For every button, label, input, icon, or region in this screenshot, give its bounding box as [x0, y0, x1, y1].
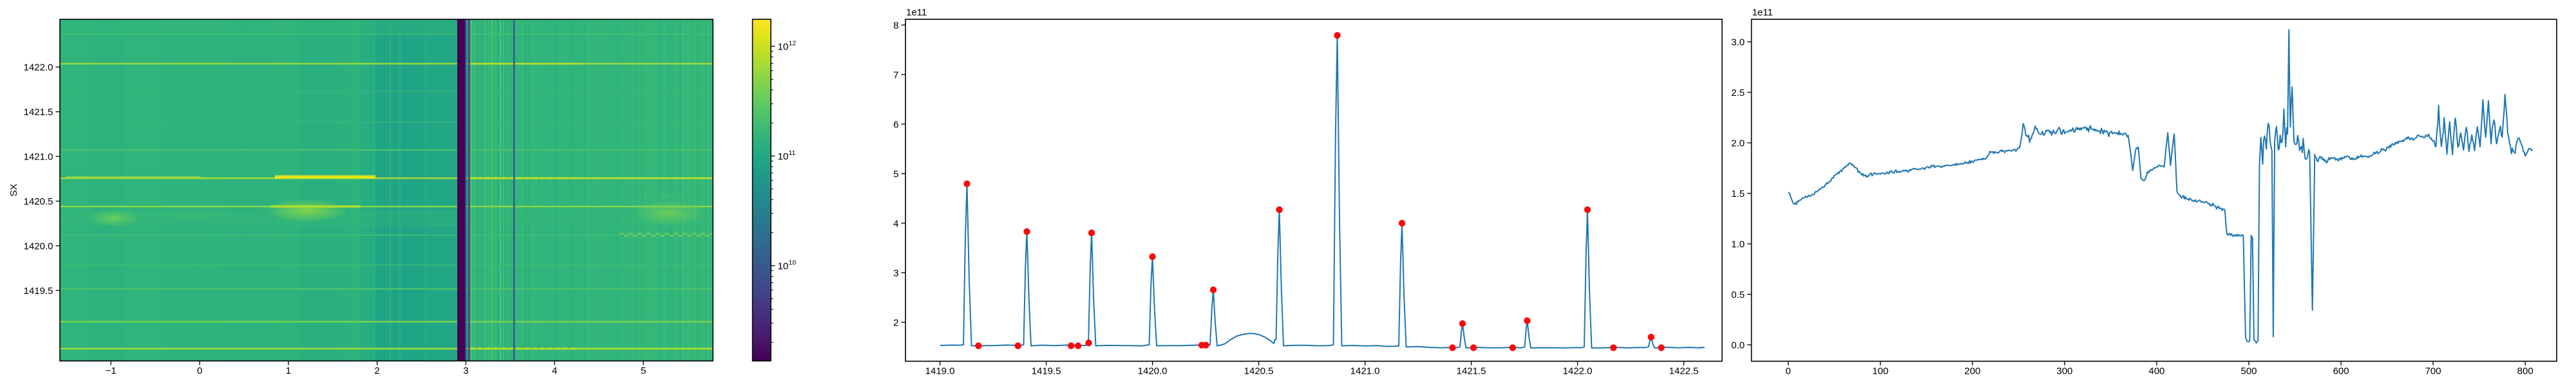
svg-text:10: 10	[778, 261, 789, 271]
svg-text:3.0: 3.0	[1731, 37, 1745, 48]
svg-text:10: 10	[778, 151, 789, 162]
svg-text:4: 4	[552, 365, 557, 376]
svg-text:100: 100	[1872, 366, 1888, 377]
svg-text:1422.0: 1422.0	[1563, 366, 1593, 377]
svg-text:8: 8	[893, 20, 898, 31]
svg-text:800: 800	[2517, 366, 2533, 377]
svg-text:1419.5: 1419.5	[24, 286, 53, 297]
svg-text:1420.0: 1420.0	[24, 241, 53, 252]
svg-text:1422.0: 1422.0	[24, 62, 53, 73]
svg-text:1.5: 1.5	[1731, 188, 1745, 199]
svg-text:500: 500	[2240, 366, 2257, 377]
svg-text:SX: SX	[8, 183, 19, 196]
svg-text:1419.0: 1419.0	[925, 366, 955, 377]
svg-text:1.0: 1.0	[1731, 239, 1745, 250]
svg-text:1421.5: 1421.5	[1457, 366, 1486, 377]
svg-text:1: 1	[286, 365, 291, 376]
svg-text:2: 2	[893, 317, 898, 328]
svg-text:3: 3	[893, 268, 898, 279]
svg-text:400: 400	[2148, 366, 2164, 377]
svg-text:4: 4	[893, 218, 898, 229]
svg-text:5: 5	[893, 169, 898, 179]
svg-text:1419.5: 1419.5	[1032, 366, 1061, 377]
svg-text:11: 11	[789, 149, 796, 157]
svg-text:1422.5: 1422.5	[1669, 366, 1699, 377]
svg-text:7: 7	[893, 69, 898, 80]
svg-text:10: 10	[778, 41, 789, 52]
svg-text:0: 0	[1786, 366, 1791, 377]
svg-text:1420.0: 1420.0	[1138, 366, 1168, 377]
svg-text:3: 3	[463, 365, 468, 376]
svg-text:5: 5	[641, 365, 646, 376]
svg-text:600: 600	[2333, 366, 2349, 377]
svg-text:0.5: 0.5	[1731, 290, 1745, 300]
svg-text:1421.0: 1421.0	[1350, 366, 1380, 377]
svg-text:300: 300	[2056, 366, 2072, 377]
svg-text:1420.5: 1420.5	[24, 196, 53, 207]
svg-text:2.0: 2.0	[1731, 138, 1745, 149]
svg-text:1421.5: 1421.5	[24, 107, 53, 118]
svg-text:2: 2	[374, 365, 379, 376]
svg-text:1420.5: 1420.5	[1244, 366, 1274, 377]
svg-text:0.0: 0.0	[1731, 340, 1745, 351]
svg-text:−1: −1	[106, 365, 117, 376]
svg-text:1e11: 1e11	[906, 7, 927, 18]
svg-text:0: 0	[197, 365, 202, 376]
svg-text:1e11: 1e11	[1752, 7, 1773, 18]
svg-text:10: 10	[789, 259, 797, 267]
svg-text:2.5: 2.5	[1731, 87, 1745, 98]
svg-text:700: 700	[2425, 366, 2441, 377]
svg-text:12: 12	[789, 40, 797, 48]
svg-text:1421.0: 1421.0	[24, 152, 53, 163]
svg-text:6: 6	[893, 119, 898, 130]
svg-text:200: 200	[1964, 366, 1980, 377]
